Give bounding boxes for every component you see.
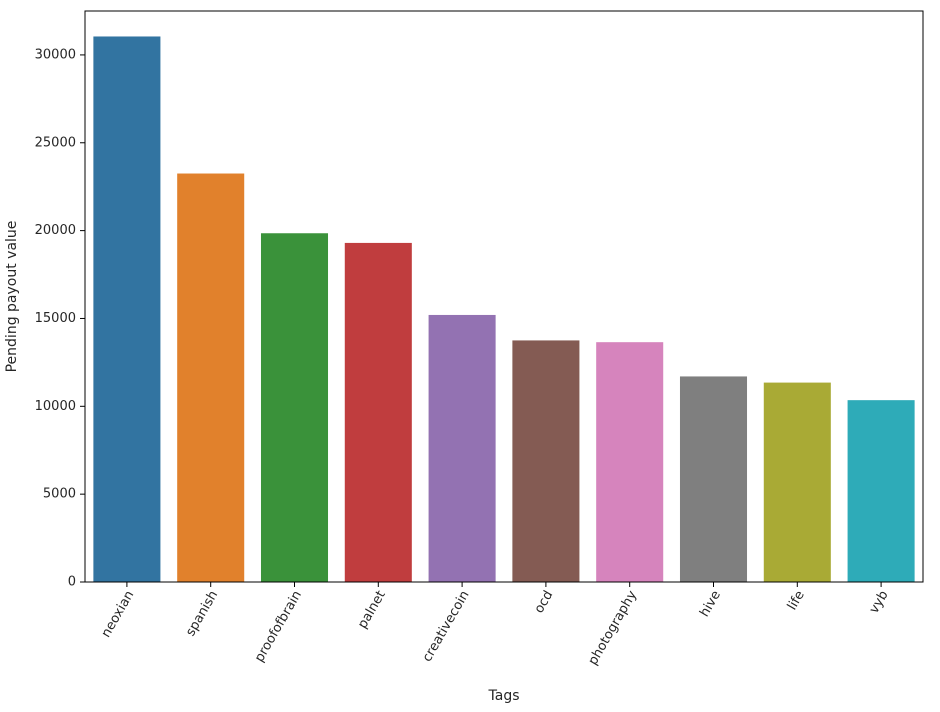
bar-creativecoin xyxy=(428,314,496,582)
y-tick-label: 30000 xyxy=(35,47,76,62)
y-axis-label: Pending payout value xyxy=(4,221,20,373)
y-tick-label: 25000 xyxy=(35,135,76,150)
y-tick-label: 10000 xyxy=(35,399,76,414)
x-tick-label: creativecoin xyxy=(420,588,473,664)
bar-life xyxy=(763,382,831,582)
bar-palnet xyxy=(344,242,412,582)
y-tick-label: 20000 xyxy=(35,223,76,238)
x-tick-label: palnet xyxy=(355,588,389,631)
x-tick-label: neoxian xyxy=(99,588,138,640)
bar-neoxian xyxy=(93,36,161,583)
bar-spanish xyxy=(177,173,245,582)
bar-hive xyxy=(679,376,748,582)
x-tick-label: proofofbrain xyxy=(252,588,305,665)
x-tick-label: life xyxy=(785,588,808,613)
x-axis-ticks: neoxian spanish proofofbrain palnet creative… xyxy=(99,582,892,668)
x-tick-label: photography xyxy=(586,588,641,668)
bar-photography xyxy=(596,342,664,582)
x-tick-label: ocd xyxy=(532,588,557,616)
bar-proofofbrain xyxy=(260,233,329,582)
y-tick-label: 5000 xyxy=(43,487,76,502)
bars-group xyxy=(93,36,915,583)
y-axis-ticks: 0 5000 10000 15000 20000 25000 30000 xyxy=(35,47,85,590)
x-axis-label: Tags xyxy=(488,688,520,704)
y-tick-label: 0 xyxy=(68,575,76,590)
plot-frame xyxy=(84,10,924,583)
bar-vyb xyxy=(847,400,915,582)
x-tick-label: spanish xyxy=(183,588,221,639)
y-tick-label: 15000 xyxy=(35,311,76,326)
bar-ocd xyxy=(512,340,580,582)
x-tick-label: hive xyxy=(697,588,724,619)
x-tick-label: vyb xyxy=(867,588,892,616)
